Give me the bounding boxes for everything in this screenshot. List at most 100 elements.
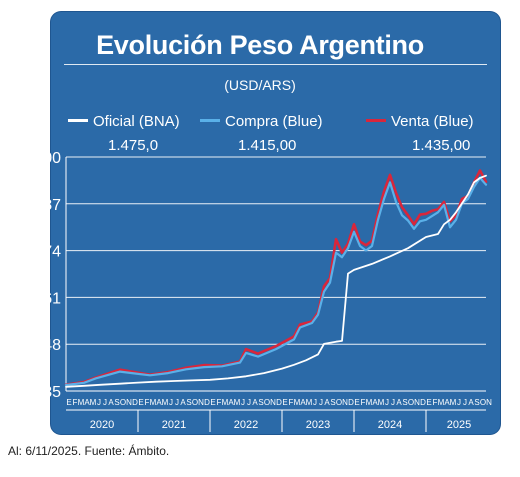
legend-label-venta: Venta (Blue) [391, 113, 474, 130]
y-tick-label: 348 [34, 337, 61, 354]
x-month-label: S [114, 398, 119, 407]
x-month-label: J [457, 398, 461, 407]
chart-panel [51, 12, 500, 434]
y-tick-label: 35 [43, 384, 61, 401]
x-month-label: M [162, 398, 169, 407]
x-month-label: O [336, 398, 342, 407]
x-year-label: 2025 [447, 419, 471, 431]
x-month-label: J [247, 398, 251, 407]
legend-swatch-compra [200, 118, 220, 122]
x-month-label: E [138, 398, 143, 407]
x-month-label: A [156, 398, 162, 407]
legend-item-oficial: Oficial (BNA) [68, 113, 180, 130]
legend-label-oficial: Oficial (BNA) [93, 113, 180, 130]
x-month-label: N [414, 398, 420, 407]
x-month-label: D [204, 398, 210, 407]
x-month-label: O [192, 398, 198, 407]
x-month-label: M [90, 398, 97, 407]
x-month-label: J [97, 398, 101, 407]
chart-subtitle: (USD/ARS) [224, 77, 296, 93]
x-month-label: M [378, 398, 385, 407]
x-month-label: E [66, 398, 71, 407]
series-line-venta [64, 169, 488, 386]
x-month-label: F [145, 398, 150, 407]
x-month-label: A [228, 398, 234, 407]
y-tick-label: 1287 [25, 197, 61, 214]
x-month-label: S [474, 398, 479, 407]
x-month-label: S [402, 398, 407, 407]
legend-label-compra: Compra (Blue) [225, 113, 323, 130]
x-month-label: M [78, 398, 85, 407]
x-month-label: E [210, 398, 215, 407]
x-year-label: 2022 [234, 419, 258, 431]
x-month-label: O [480, 398, 486, 407]
x-month-label: N [198, 398, 204, 407]
x-month-label: J [313, 398, 317, 407]
series-line-oficial [65, 174, 487, 388]
x-month-label: F [217, 398, 222, 407]
legend-swatch-venta [366, 118, 386, 122]
x-month-label: J [391, 398, 395, 407]
x-month-label: E [426, 398, 431, 407]
x-month-label: D [420, 398, 426, 407]
x-month-label: J [463, 398, 467, 407]
x-month-label: F [73, 398, 78, 407]
source-note: Al: 6/11/2025. Fuente: Ámbito. [8, 444, 170, 458]
x-month-label: M [306, 398, 313, 407]
x-month-label: J [319, 398, 323, 407]
x-month-label: O [408, 398, 414, 407]
x-month-label: A [84, 398, 90, 407]
x-month-label: O [264, 398, 270, 407]
x-year-label: 2021 [162, 419, 186, 431]
title-divider [64, 64, 487, 65]
x-month-label: J [103, 398, 107, 407]
chart-title: Evolución Peso Argentino [96, 30, 424, 60]
x-month-label: A [372, 398, 378, 407]
x-year-label: 2023 [306, 419, 330, 431]
x-month-label: A [252, 398, 258, 407]
y-tick-label: 661 [34, 290, 61, 307]
x-month-label: N [342, 398, 348, 407]
x-month-label: D [276, 398, 282, 407]
x-month-label: F [433, 398, 438, 407]
x-month-label: A [300, 398, 306, 407]
series-line-compra [64, 176, 488, 387]
x-month-label: N [486, 398, 492, 407]
x-month-label: A [444, 398, 450, 407]
x-month-label: M [234, 398, 241, 407]
legend-item-compra: Compra (Blue) [200, 113, 323, 130]
x-month-label: A [180, 398, 186, 407]
x-year-label: 2024 [378, 419, 402, 431]
x-month-label: M [366, 398, 373, 407]
x-month-label: A [396, 398, 402, 407]
x-month-label: S [258, 398, 263, 407]
x-month-label: M [150, 398, 157, 407]
x-month-label: M [450, 398, 457, 407]
x-month-label: A [108, 398, 114, 407]
x-month-label: M [438, 398, 445, 407]
x-month-label: A [324, 398, 330, 407]
legend-value-oficial: 1.475,0 [108, 137, 159, 154]
legend-value-compra: 1.415,00 [238, 137, 297, 154]
x-month-label: F [289, 398, 294, 407]
x-month-label: S [186, 398, 191, 407]
x-month-label: J [241, 398, 245, 407]
x-month-label: M [222, 398, 229, 407]
x-month-label: J [169, 398, 173, 407]
legend-item-venta: Venta (Blue) [366, 113, 474, 130]
x-month-label: D [348, 398, 354, 407]
x-month-label: O [120, 398, 126, 407]
x-month-label: E [282, 398, 287, 407]
legend-value-venta: 1.435,00 [412, 137, 471, 154]
y-tick-label: 974 [34, 244, 61, 261]
x-month-label: S [330, 398, 335, 407]
y-tick-label: 1600 [25, 150, 61, 167]
x-month-label: N [126, 398, 132, 407]
x-month-label: J [175, 398, 179, 407]
x-month-label: J [385, 398, 389, 407]
x-month-label: N [270, 398, 276, 407]
x-month-label: D [132, 398, 138, 407]
x-month-label: E [354, 398, 359, 407]
legend-swatch-oficial [68, 118, 88, 122]
